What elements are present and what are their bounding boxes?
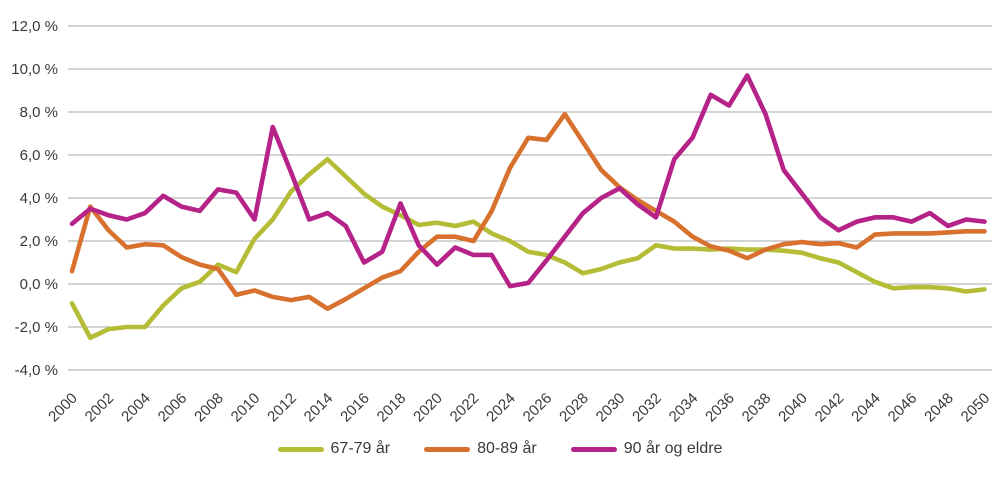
y-axis-tick-label: 6,0 % xyxy=(20,147,58,164)
x-axis-tick-label: 2024 xyxy=(483,390,519,426)
x-axis-tick-label: 2028 xyxy=(556,390,592,426)
y-axis-tick-label: -4,0 % xyxy=(15,362,58,379)
x-axis-tick-label: 2034 xyxy=(666,390,702,426)
x-axis-tick-label: 2036 xyxy=(702,390,738,426)
legend-swatch-icon xyxy=(570,446,617,452)
legend-item: 67-79 år xyxy=(277,440,391,458)
legend-label: 90 år og eldre xyxy=(623,440,723,457)
x-axis-tick-label: 2030 xyxy=(593,390,629,426)
x-axis-tick-label: 2032 xyxy=(629,390,665,426)
series-line-67-79-r xyxy=(69,157,987,341)
x-axis-tick-label: 2022 xyxy=(447,390,483,426)
x-axis-tick-label: 2044 xyxy=(848,390,884,426)
legend-label: 67-79 år xyxy=(330,440,391,457)
legend-item: 80-89 år xyxy=(424,440,537,458)
x-axis-tick-label: 2014 xyxy=(301,390,337,426)
x-axis-tick-label: 2010 xyxy=(228,390,264,426)
x-axis-tick-label: 2008 xyxy=(191,390,227,426)
x-axis-tick-label: 2042 xyxy=(812,390,848,426)
chart-legend: 67-79 år 80-89 år 90 år og eldre xyxy=(0,440,1000,458)
y-axis-tick-label: 8,0 % xyxy=(20,104,58,121)
y-axis-tick-label: 4,0 % xyxy=(20,190,58,207)
x-axis-tick-label: 2002 xyxy=(82,390,118,426)
x-axis-tick-label: 2050 xyxy=(958,390,994,426)
x-axis-tick-label: 2000 xyxy=(45,390,81,426)
y-axis-tick-label: 0,0 % xyxy=(20,276,58,293)
y-axis-tick-label: 10,0 % xyxy=(11,61,58,78)
series-line-80-89-r xyxy=(69,111,987,312)
x-axis-tick-label: 2026 xyxy=(520,390,556,426)
x-axis-tick-label: 2040 xyxy=(775,390,811,426)
legend-swatch-icon xyxy=(277,446,324,452)
x-axis-tick-label: 2046 xyxy=(885,390,921,426)
x-axis-tick-label: 2016 xyxy=(337,390,373,426)
series-line-90-r-og-eldre xyxy=(69,73,987,289)
y-axis-tick-label: 12,0 % xyxy=(11,18,58,35)
x-axis-tick-label: 2038 xyxy=(739,390,775,426)
x-axis-tick-label: 2020 xyxy=(410,390,446,426)
y-axis-tick-label: -2,0 % xyxy=(15,319,58,336)
x-axis-tick-label: 2048 xyxy=(921,390,957,426)
y-axis-tick-label: 2,0 % xyxy=(20,233,58,250)
x-axis-tick-label: 2018 xyxy=(374,390,410,426)
legend-item: 90 år og eldre xyxy=(570,440,723,458)
x-axis-tick-label: 2012 xyxy=(264,390,300,426)
legend-swatch-icon xyxy=(424,446,471,452)
x-axis-tick-label: 2004 xyxy=(118,390,154,426)
legend-label: 80-89 år xyxy=(477,440,537,457)
x-axis-tick-label: 2006 xyxy=(155,390,191,426)
